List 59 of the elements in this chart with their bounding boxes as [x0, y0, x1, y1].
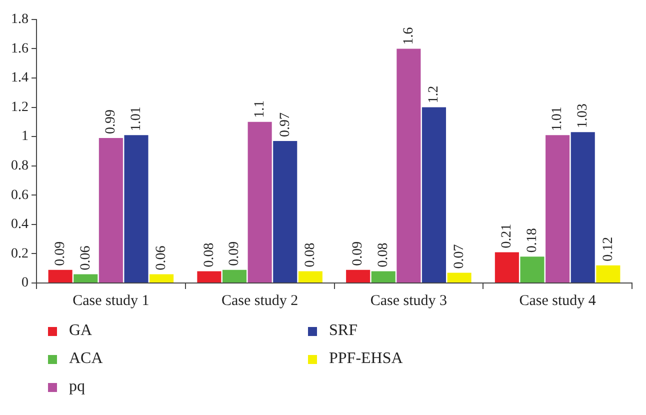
bar [98, 138, 123, 282]
legend-label: PPF-EHSA [329, 350, 403, 368]
y-tick-label: 0.8 [11, 158, 28, 174]
bar [48, 270, 72, 282]
data-label: 0.09 [52, 241, 68, 266]
bar [248, 122, 272, 282]
legend-label: SRF [329, 322, 358, 340]
data-label: 1.6 [401, 27, 416, 45]
bar [494, 252, 519, 282]
data-label: 0.07 [452, 244, 467, 269]
y-tick-label: 1.6 [11, 41, 28, 56]
bar [520, 256, 544, 282]
bar [222, 270, 247, 282]
data-label: 0.18 [524, 228, 540, 253]
data-label: 1.1 [252, 100, 268, 118]
bar [546, 135, 570, 282]
y-tick-label: 1.8 [11, 12, 28, 28]
bar [197, 271, 222, 282]
bar [298, 271, 322, 282]
x-tick-label: Case study 2 [221, 292, 298, 309]
y-tick-label: 1.4 [11, 70, 28, 86]
data-label: 0.97 [278, 112, 293, 137]
bar [74, 274, 98, 282]
data-label: 0.06 [154, 246, 170, 270]
y-tick-label: 1.2 [11, 100, 28, 115]
data-label: 0.09 [350, 241, 366, 266]
y-tick-label: 0 [22, 276, 28, 291]
y-tick-label: 0.6 [11, 188, 28, 203]
data-label: 0.12 [600, 236, 616, 262]
data-label: 1.01 [128, 106, 144, 132]
bar [422, 107, 446, 282]
x-tick-label: Case study 4 [519, 292, 596, 309]
legend-label: ACA [69, 350, 103, 368]
data-label: 0.06 [78, 246, 94, 270]
data-label: 0.08 [202, 242, 217, 268]
bar [150, 274, 174, 282]
bar [596, 265, 620, 282]
bar [124, 135, 148, 282]
data-label: 1.2 [426, 86, 442, 104]
y-tick-label: 0.4 [11, 217, 28, 232]
data-label: 0.99 [104, 110, 119, 134]
bar [346, 270, 370, 282]
bar [396, 48, 421, 282]
data-label: 0.08 [376, 242, 392, 268]
bar [570, 132, 595, 282]
x-tick-label: Case study 3 [370, 292, 448, 309]
data-label: 0.08 [303, 242, 318, 268]
legend-label: GA [69, 322, 92, 340]
bar [371, 271, 396, 282]
y-tick-label: 1 [22, 129, 28, 144]
bar [447, 272, 472, 282]
bar [273, 140, 298, 282]
data-label: 0.21 [500, 224, 515, 248]
x-tick-label: Case study 1 [72, 292, 150, 309]
data-label: 1.01 [550, 106, 566, 132]
data-label: 0.09 [227, 241, 242, 266]
legend-label: pq [69, 378, 85, 396]
data-label: 1.03 [576, 104, 591, 128]
y-tick-label: 0.2 [11, 246, 28, 262]
